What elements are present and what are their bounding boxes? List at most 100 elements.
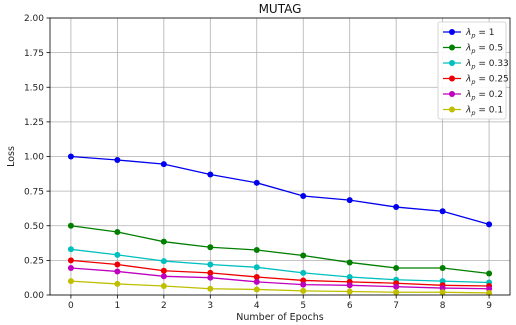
y-tick-label: 2.00	[24, 14, 44, 24]
data-point	[346, 288, 353, 295]
data-point	[486, 285, 493, 292]
data-point	[300, 277, 307, 284]
data-point	[393, 289, 400, 296]
series-line	[70, 248, 490, 284]
data-point	[300, 192, 307, 199]
legend-label: λp = 0.5	[465, 44, 503, 56]
x-tick-label: 0	[68, 301, 74, 311]
data-point	[160, 267, 167, 274]
series-line	[70, 267, 490, 290]
data-point	[300, 252, 307, 259]
data-point	[160, 258, 167, 265]
series-line	[70, 225, 490, 275]
data-point	[253, 179, 260, 186]
x-tick-label: 9	[486, 301, 492, 311]
data-point	[439, 264, 446, 271]
y-tick-label: 1.00	[24, 153, 44, 163]
x-tick-label: 4	[254, 301, 260, 311]
y-tick-label: 0.25	[24, 257, 44, 267]
data-point	[207, 274, 214, 281]
data-point	[486, 289, 493, 296]
data-point	[253, 286, 260, 293]
series-4	[67, 264, 493, 292]
data-point	[346, 197, 353, 204]
legend-item: λp = 0.33	[443, 59, 509, 71]
legend-label: λp = 1	[465, 28, 494, 40]
data-point	[346, 259, 353, 266]
x-tick-label: 3	[207, 301, 213, 311]
legend-swatch-marker	[449, 75, 455, 82]
data-point	[160, 238, 167, 245]
legend-label: λp = 0.25	[465, 75, 509, 87]
data-point	[300, 269, 307, 276]
data-point	[393, 204, 400, 211]
data-point	[486, 221, 493, 228]
legend-box	[437, 21, 507, 120]
data-point	[346, 273, 353, 280]
data-point	[114, 228, 121, 235]
legend-swatch-marker	[449, 29, 455, 35]
legend-swatch-marker	[449, 91, 455, 97]
data-point	[439, 289, 446, 296]
data-point	[207, 171, 214, 178]
legend-swatch-marker	[449, 44, 455, 51]
data-point	[439, 278, 446, 285]
data-point	[67, 222, 74, 229]
data-point	[67, 257, 74, 264]
legend-label: λp = 0.2	[465, 90, 503, 102]
legend-swatch-marker	[449, 106, 455, 113]
legend-label: λp = 0.1	[465, 106, 503, 118]
x-tick-label: 7	[393, 301, 399, 311]
series-3	[67, 257, 493, 289]
data-point	[114, 280, 121, 287]
y-tick-label: 0.50	[24, 222, 44, 232]
data-point	[393, 264, 400, 271]
data-point	[253, 246, 260, 253]
legend-item: λp = 0.2	[443, 90, 503, 102]
series-5	[67, 278, 493, 296]
series-2	[67, 246, 493, 286]
data-point	[300, 287, 307, 294]
legend: λp = 1 λp = 0.5 λp = 0.33 λp = 0.25 λp = 0.2…	[437, 21, 509, 120]
data-point	[439, 208, 446, 215]
series-group	[67, 153, 493, 296]
data-point	[439, 285, 446, 292]
series-0	[67, 153, 493, 228]
data-point	[253, 278, 260, 285]
x-axis-title: Number of Epochs	[236, 312, 323, 323]
series-line	[70, 259, 490, 287]
data-point	[300, 281, 307, 288]
chart-title: MUTAG	[259, 2, 302, 16]
y-axis-title: Loss	[6, 146, 17, 167]
data-point	[207, 261, 214, 268]
data-point	[114, 251, 121, 258]
data-point	[486, 270, 493, 277]
legend-item: λp = 1	[443, 28, 494, 40]
legend-item: λp = 0.25	[443, 75, 509, 87]
x-tick-label: 1	[115, 301, 121, 311]
y-tick-label: 0.75	[24, 187, 44, 197]
data-point	[207, 285, 214, 292]
legend-item: λp = 0.1	[443, 106, 503, 118]
series-line	[70, 280, 490, 294]
data-point	[67, 264, 74, 271]
data-point	[393, 283, 400, 290]
x-tick-label: 2	[161, 301, 167, 311]
series-line	[70, 155, 490, 225]
data-point	[114, 261, 121, 268]
legend-label: λp = 0.33	[465, 59, 509, 71]
y-tick-label: 1.25	[24, 118, 44, 128]
data-point	[67, 278, 74, 285]
series-1	[67, 222, 493, 277]
y-tick-label: 0.00	[24, 291, 44, 301]
data-point	[114, 156, 121, 163]
legend-item: λp = 0.5	[443, 44, 503, 56]
data-point	[67, 153, 74, 160]
y-tick-label: 1.50	[24, 83, 44, 93]
axis-ticks: 0 1 2 3 4 5 6 7 8 9 0.00 0.25 0.50 0.75 1.00 1.25 1.50 1.…	[24, 14, 492, 311]
data-point	[207, 244, 214, 251]
data-point	[160, 161, 167, 168]
legend-swatch-marker	[449, 60, 455, 66]
